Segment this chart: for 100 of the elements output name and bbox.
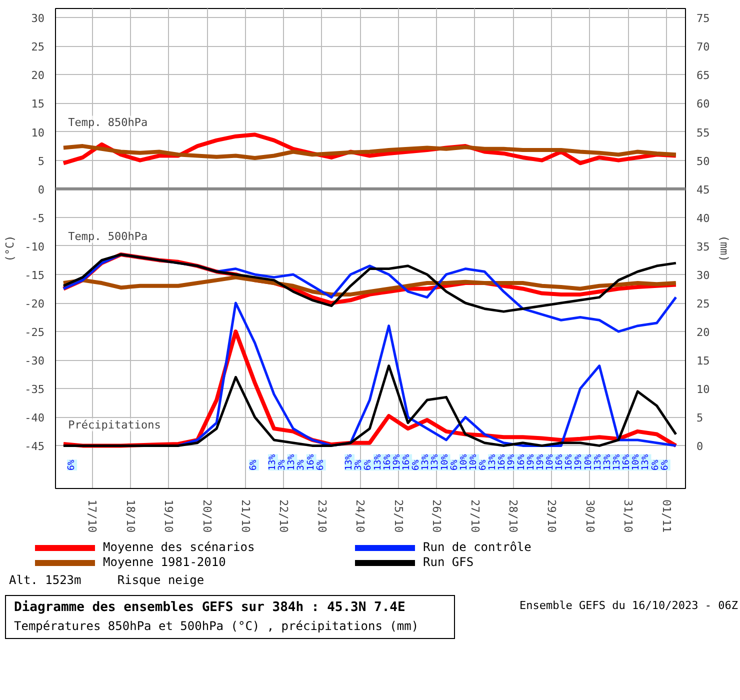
y-tick-label: -30 [24,354,45,368]
text: Températures 850hPa et 500hPa (°C) , précipitations (mm) [14,618,420,635]
y2-tick-label: 0 [696,440,704,454]
annotation: 10% [632,454,642,470]
x-tick-label: 29/10 [545,500,558,533]
x-tick-label: 25/10 [392,500,405,533]
x-tick-label: 01/11 [660,500,673,533]
x-tick-label: 18/10 [124,500,137,533]
x-tick-label: 22/10 [277,500,290,533]
legend-label: Run GFS [423,554,474,571]
x-tick-label: 20/10 [200,500,214,533]
annotation: 6% [650,459,661,470]
y2-tick-label: 55 [696,126,710,140]
y-tick-label: 0 [38,183,44,196]
annotation: 3% [354,459,364,470]
annotation: 13% [488,454,498,470]
y2-tick-label: 70 [696,40,710,54]
x-tick-label: 31/10 [622,500,635,533]
annotation: 6% [412,459,422,470]
annotation: 16% [306,454,316,470]
y-tick-label: -35 [24,383,45,396]
y2-tick-label: 5 [696,412,704,425]
y2-tick-label: 10 [696,383,710,396]
annotation: 3% [296,459,307,470]
annotation: 13% [430,454,441,470]
annotation: 16% [382,454,393,470]
y-tick-label: -25 [24,326,45,340]
y2-tick-label: 45 [696,183,710,196]
y2-tick-label: 65 [696,69,710,82]
annotation: 16% [622,454,632,470]
annotation: 13% [641,454,652,470]
annotation: 19% [392,454,402,470]
y-tick-label: -5 [31,212,45,225]
line-series [61,144,678,160]
annotation: 13% [287,454,298,470]
y2-tick-label: 60 [696,98,710,111]
x-tick-label: 21/10 [238,500,252,533]
x-tick-label: 26/10 [430,500,444,533]
annotation: Précipitations [68,418,161,432]
x-tick-label: 19/10 [162,500,176,533]
x-tick-label: 27/10 [468,500,482,533]
text: Diagramme des ensembles GEFS sur 384h : 45.3N 7.4E [14,599,406,618]
annotation: 13% [612,454,623,470]
annotation: 10% [440,454,450,470]
annotation: 13% [602,454,613,470]
y2-tick-label: 30 [696,268,710,282]
text: Alt. 1523m Risque neige [9,573,204,587]
y-tick-label: -10 [24,240,45,254]
annotation: 3% [278,459,288,470]
y-tick-label: 5 [38,154,44,168]
x-tick-label: 23/10 [315,500,328,533]
annotation: 19% [574,454,584,470]
annotation: 16% [555,454,566,470]
x-tick-label: 24/10 [354,500,367,533]
y2-axis-title: (mm) [718,235,731,262]
annotation: 6% [316,459,326,470]
annotation: 19% [536,454,546,470]
annotation: Temp. 500hPa [68,230,148,243]
legend-label: Moyenne 1981-2010 [103,554,226,571]
x-tick-label: 30/10 [583,500,596,533]
x-tick-label: 28/10 [506,500,520,533]
y-tick-label: 15 [31,98,45,111]
annotation: 16% [516,454,527,470]
annotation: 6% [364,459,374,470]
annotation: 19% [526,454,536,470]
annotation: 10% [546,454,556,470]
annotation: 6% [450,459,460,470]
x-tick-label: 17/10 [86,500,99,533]
annotation: 6% [478,459,489,470]
line-series [61,275,678,296]
y-tick-label: -40 [24,412,45,425]
line-series [62,364,678,447]
annotation: 16% [402,454,412,470]
text: Ensemble GEFS du 16/10/2023 - 06Z [518,598,739,614]
y-tick-label: 10 [31,126,45,140]
y-tick-label: -20 [24,298,45,311]
annotation: 6% [67,459,78,470]
y-tick-label: 25 [31,40,45,54]
y2-tick-label: 75 [696,12,710,26]
legend-label: Run de contrôle [423,538,532,556]
y-tick-label: 30 [31,12,45,26]
y2-tick-label: 20 [696,326,710,340]
annotation: 13% [593,454,604,470]
annotation: 10% [459,454,470,470]
annotation: 13% [373,454,384,470]
y-axis-title: (°C) [4,235,17,262]
annotation: 10% [468,454,479,470]
annotation: 16% [564,454,575,470]
y2-tick-label: 40 [696,212,710,225]
annotation: 6% [660,459,670,470]
annotation: 13% [268,454,278,470]
legend-label: Moyenne des scénarios [103,538,255,556]
y-tick-label: 20 [31,69,45,82]
y2-tick-label: 50 [696,154,710,168]
y-tick-label: -45 [24,440,45,454]
y2-tick-label: 15 [696,354,710,368]
annotation: 13% [344,454,355,470]
y2-tick-label: 35 [696,240,710,254]
annotation: 19% [507,454,518,470]
y2-tick-label: 25 [696,298,710,311]
